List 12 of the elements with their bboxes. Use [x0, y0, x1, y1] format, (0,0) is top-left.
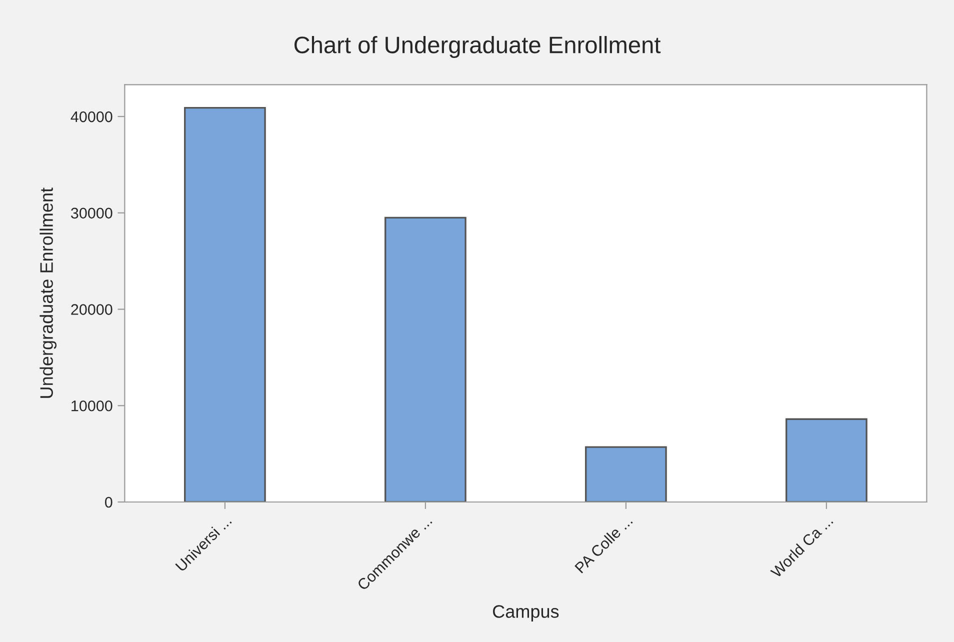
- chart-title: Chart of Undergraduate Enrollment: [294, 36, 661, 58]
- x-axis-title: Campus: [493, 605, 559, 622]
- y-tick-label: 0: [104, 496, 112, 508]
- y-tick-label: 30000: [71, 208, 112, 219]
- bar: [585, 446, 667, 502]
- bar: [384, 216, 466, 502]
- bar: [184, 106, 266, 502]
- y-tick-label: 10000: [72, 400, 112, 412]
- y-axis-title: Undergraduate Enrollment: [40, 188, 57, 398]
- bar: [786, 418, 868, 502]
- y-tick-label: 40000: [70, 111, 112, 122]
- y-tick-label: 20000: [71, 304, 112, 315]
